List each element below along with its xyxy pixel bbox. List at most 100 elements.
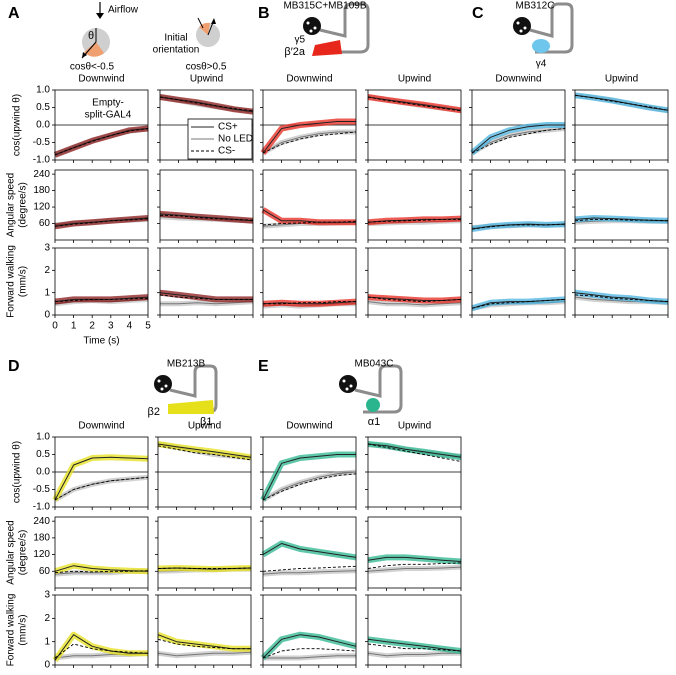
series-line — [471, 128, 566, 154]
legend-label: CS- — [218, 146, 235, 157]
y-tick-label: 1.0 — [36, 85, 50, 96]
series-line — [159, 96, 254, 112]
chart-title: Downwind — [286, 421, 332, 432]
series-line — [263, 301, 356, 305]
panel-letter: D — [8, 358, 20, 375]
y-axis-label: (degree/s) — [18, 530, 29, 576]
cell-bodies — [154, 17, 531, 393]
plot-frame — [54, 516, 149, 589]
series-line — [367, 562, 462, 569]
plot-frame — [471, 169, 566, 241]
plot-frame — [367, 516, 462, 589]
series-line — [574, 94, 669, 111]
chart-title: Upwind — [605, 74, 638, 85]
y-tick-label: 3 — [44, 243, 50, 254]
series-line — [54, 128, 149, 156]
plot-frame — [471, 247, 566, 316]
x-tick-label: 2 — [89, 321, 95, 332]
y-axis-label: cos(upwind θ) — [12, 94, 23, 156]
y-tick-label: 1 — [44, 287, 50, 298]
series-band — [53, 474, 149, 503]
series-line — [262, 131, 356, 154]
series-line — [574, 294, 669, 303]
series-line — [574, 218, 669, 222]
y-tick-label: 2 — [44, 265, 50, 276]
genotype: MB043C — [355, 359, 394, 370]
series-line — [471, 223, 566, 230]
y-tick-label: 180 — [33, 185, 50, 196]
plot-frame — [262, 516, 357, 589]
chart-title: Downwind — [78, 74, 124, 85]
mb-icon — [169, 2, 574, 414]
x-tick-label: 4 — [127, 321, 133, 332]
series-line — [157, 651, 252, 657]
series-line — [367, 443, 462, 462]
series-line — [262, 570, 357, 575]
y-tick-label: 3 — [44, 590, 50, 601]
y-tick-label: -0.5 — [33, 484, 51, 495]
y-axis-label: Angular speed — [6, 173, 17, 238]
series-line — [471, 298, 566, 309]
panel-letter: E — [258, 358, 269, 375]
chart-title: Downwind — [495, 74, 541, 85]
angle-label: θ — [88, 30, 94, 42]
series-line — [367, 301, 462, 306]
series-line — [367, 566, 462, 572]
plot-frame — [574, 169, 669, 241]
orientation-label: Initial — [164, 33, 187, 44]
annotation: Empty- — [92, 98, 124, 109]
series-line — [262, 543, 357, 558]
plot-frame — [159, 169, 254, 241]
plot-frame — [54, 594, 149, 666]
series-line — [367, 638, 462, 652]
cell-body-dots — [157, 21, 527, 391]
condition-label: cosθ<-0.5 — [70, 62, 115, 73]
plot-frame — [262, 247, 357, 316]
panel-letter: C — [472, 5, 484, 22]
series-line — [367, 96, 462, 111]
series-line — [54, 570, 149, 574]
series-line — [54, 218, 149, 227]
series-line — [367, 443, 462, 458]
y-axis-label: Angular speed — [6, 520, 17, 585]
genotype: MB213B — [167, 359, 206, 370]
series-line — [367, 652, 461, 657]
y-axis-label: cos(upwind θ) — [12, 441, 23, 503]
chart-title: Downwind — [78, 421, 124, 432]
series-line — [262, 634, 357, 659]
x-tick-label: 1 — [71, 321, 77, 332]
y-tick-label: -0.5 — [33, 137, 51, 148]
series-line — [159, 294, 253, 300]
series-line — [157, 634, 251, 650]
y-tick-label: 240 — [33, 169, 50, 180]
airflow-label: Airflow — [108, 5, 139, 16]
series-line — [367, 643, 462, 652]
series-line — [159, 214, 254, 221]
compartment-label: γ5 — [294, 35, 305, 46]
genotype: MB312C — [516, 1, 555, 12]
panel-letter: A — [8, 5, 20, 22]
compartment-label: β′2a — [284, 46, 306, 58]
plot-frame — [54, 247, 149, 316]
y-tick-label: 60 — [39, 218, 51, 229]
series-line — [54, 456, 149, 501]
chart-title: Upwind — [398, 421, 431, 432]
y-tick-label: 0.0 — [36, 120, 50, 131]
legend-label: No LED — [218, 134, 253, 145]
series-line — [262, 131, 357, 154]
panel-letter: B — [258, 5, 270, 22]
y-tick-label: -1.0 — [33, 502, 51, 513]
series-line — [262, 648, 357, 659]
plot-frame — [574, 247, 669, 316]
y-tick-label: 1 — [44, 636, 50, 647]
series-line — [367, 296, 462, 303]
series-band — [53, 125, 149, 158]
condition-label: cosθ>0.5 — [186, 62, 227, 73]
y-axis-label: (degree/s) — [18, 182, 29, 228]
series-line — [262, 301, 357, 305]
orientation-schematic — [81, 2, 220, 59]
series-line — [367, 556, 462, 562]
series-line — [367, 96, 462, 112]
series-line — [262, 471, 357, 501]
